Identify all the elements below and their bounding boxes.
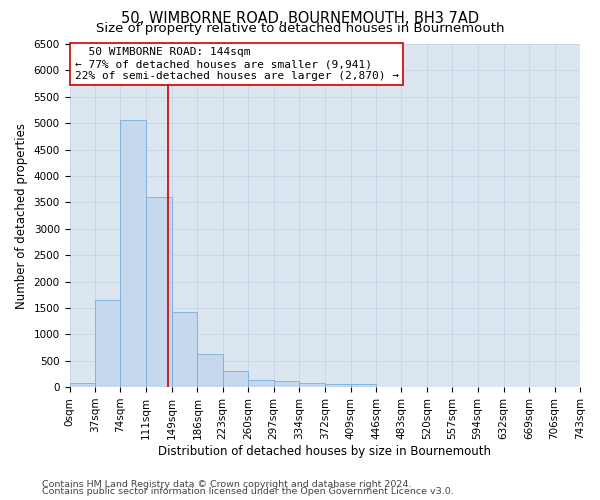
Y-axis label: Number of detached properties: Number of detached properties	[15, 122, 28, 308]
Text: Contains HM Land Registry data © Crown copyright and database right 2024.: Contains HM Land Registry data © Crown c…	[42, 480, 412, 489]
Text: Size of property relative to detached houses in Bournemouth: Size of property relative to detached ho…	[96, 22, 504, 35]
Bar	[95, 300, 121, 387]
Bar	[70, 383, 95, 387]
Bar	[274, 381, 299, 387]
Bar	[223, 372, 248, 387]
Text: 50 WIMBORNE ROAD: 144sqm  
← 77% of detached houses are smaller (9,941)
22% of s: 50 WIMBORNE ROAD: 144sqm ← 77% of detach…	[74, 48, 398, 80]
Bar	[197, 354, 223, 387]
Text: 50, WIMBORNE ROAD, BOURNEMOUTH, BH3 7AD: 50, WIMBORNE ROAD, BOURNEMOUTH, BH3 7AD	[121, 11, 479, 26]
Bar	[172, 312, 197, 387]
Bar	[325, 384, 350, 387]
Bar	[299, 383, 325, 387]
Bar	[146, 197, 172, 387]
Bar	[350, 384, 376, 387]
Text: Contains public sector information licensed under the Open Government Licence v3: Contains public sector information licen…	[42, 487, 454, 496]
Bar	[248, 380, 274, 387]
X-axis label: Distribution of detached houses by size in Bournemouth: Distribution of detached houses by size …	[158, 444, 491, 458]
Bar	[121, 120, 146, 387]
